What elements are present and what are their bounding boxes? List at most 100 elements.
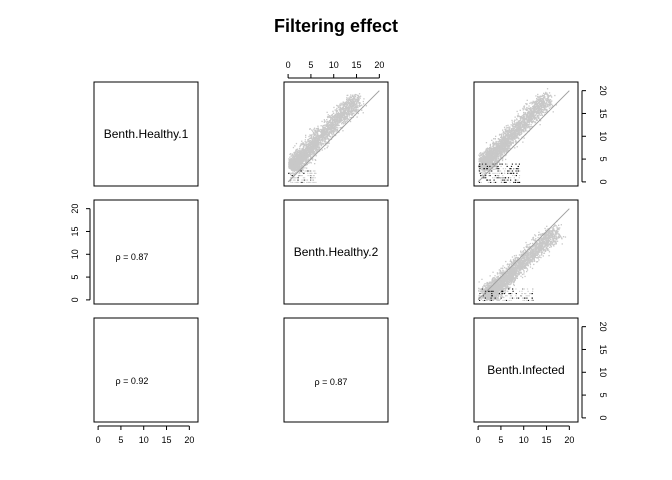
- scatter-point: [544, 113, 546, 115]
- scatter-point: [300, 162, 302, 164]
- scatter-point: [298, 157, 300, 159]
- low-count-point: [314, 172, 316, 174]
- scatter-point: [540, 110, 542, 112]
- scatter-point: [321, 143, 323, 145]
- scatter-point: [298, 161, 301, 163]
- scatter-point: [541, 95, 543, 98]
- scatter-point: [326, 128, 329, 130]
- scatter-point: [365, 105, 367, 107]
- scatter-point: [505, 158, 507, 161]
- scatter-point: [354, 94, 356, 96]
- scatter-point: [296, 153, 298, 156]
- scatter-point: [523, 117, 525, 119]
- scatter-point: [532, 100, 534, 102]
- scatter-point: [299, 157, 301, 159]
- scatter-point: [536, 112, 538, 114]
- scatter-point: [507, 143, 509, 145]
- panel-3-3: [473, 317, 579, 423]
- scatter-point: [306, 146, 308, 148]
- low-count-point: [309, 175, 311, 177]
- scatter-point: [502, 151, 505, 153]
- scatter-point: [302, 169, 304, 171]
- scatter-point: [513, 120, 515, 122]
- scatter-point: [331, 125, 334, 127]
- scatter-point: [289, 156, 291, 158]
- scatter-point: [338, 108, 340, 110]
- scatter-point: [522, 114, 524, 117]
- scatter-point: [330, 138, 333, 140]
- scatter-point: [539, 101, 541, 103]
- scatter-point: [301, 158, 303, 160]
- scatter-point: [357, 109, 360, 111]
- scatter-point: [320, 143, 322, 145]
- scatter-point: [546, 93, 548, 95]
- scatter-point: [334, 126, 336, 128]
- scatter-point: [317, 125, 319, 127]
- scatter-point: [317, 133, 319, 135]
- low-count-point: [296, 181, 298, 183]
- scatter-point: [340, 116, 343, 118]
- scatter-point: [309, 128, 311, 130]
- scatter-point: [302, 147, 305, 149]
- scatter-point: [500, 134, 502, 136]
- scatter-point: [545, 105, 547, 107]
- scatter-point: [501, 144, 504, 146]
- scatter-point: [290, 167, 292, 169]
- scatter-point: [502, 131, 505, 133]
- panel-1-3: [473, 81, 579, 187]
- scatter-point: [534, 104, 536, 106]
- scatter-point: [526, 108, 528, 110]
- scatter-point: [348, 106, 350, 108]
- scatter-point: [529, 116, 531, 118]
- scatter-point: [528, 118, 530, 120]
- scatter-point: [478, 154, 480, 156]
- scatter-point: [493, 143, 495, 145]
- low-count-point: [310, 177, 312, 179]
- scatter-point: [309, 134, 311, 136]
- scatter-point: [536, 106, 538, 108]
- scatter-point: [312, 151, 314, 153]
- scatter-point: [497, 154, 499, 156]
- low-count-point: [308, 170, 311, 172]
- scatter-point: [346, 97, 348, 99]
- scatter-point: [492, 155, 495, 157]
- scatter-point: [554, 94, 556, 97]
- scatter-point: [296, 151, 298, 153]
- scatter-point: [495, 143, 498, 145]
- scatter-point: [288, 165, 290, 167]
- scatter-point: [525, 123, 527, 125]
- scatter-point: [311, 141, 314, 143]
- scatter-point: [345, 117, 347, 119]
- scatter-point: [541, 104, 543, 106]
- scatter-point: [515, 135, 518, 137]
- scatter-point: [328, 121, 331, 123]
- scatter-point: [324, 130, 326, 132]
- scatter-point: [312, 142, 315, 144]
- scatter-point: [347, 112, 349, 114]
- scatter-point: [511, 141, 513, 143]
- scatter-point: [501, 159, 504, 162]
- scatter-point: [512, 138, 514, 141]
- scatter-point: [297, 167, 299, 169]
- scatter-point: [293, 174, 295, 176]
- scatter-point: [320, 135, 322, 138]
- scatter-point: [289, 165, 291, 167]
- scatter-point: [489, 166, 491, 168]
- scatter-point: [344, 108, 346, 110]
- scatter-point: [487, 159, 489, 161]
- scatter-point: [539, 97, 541, 99]
- scatter-point: [357, 100, 359, 102]
- scatter-point: [493, 154, 495, 156]
- scatter-point: [323, 131, 326, 134]
- scatter-point: [314, 163, 316, 165]
- scatter-point: [315, 145, 317, 148]
- scatter-point: [320, 131, 322, 133]
- scatter-point: [491, 152, 493, 154]
- scatter-point: [312, 158, 314, 160]
- scatter-point: [305, 164, 308, 166]
- scatter-point: [496, 144, 499, 146]
- scatter-point: [546, 98, 549, 100]
- scatter-point: [308, 150, 311, 152]
- scatter-point: [535, 95, 537, 97]
- scatter-point: [312, 136, 314, 138]
